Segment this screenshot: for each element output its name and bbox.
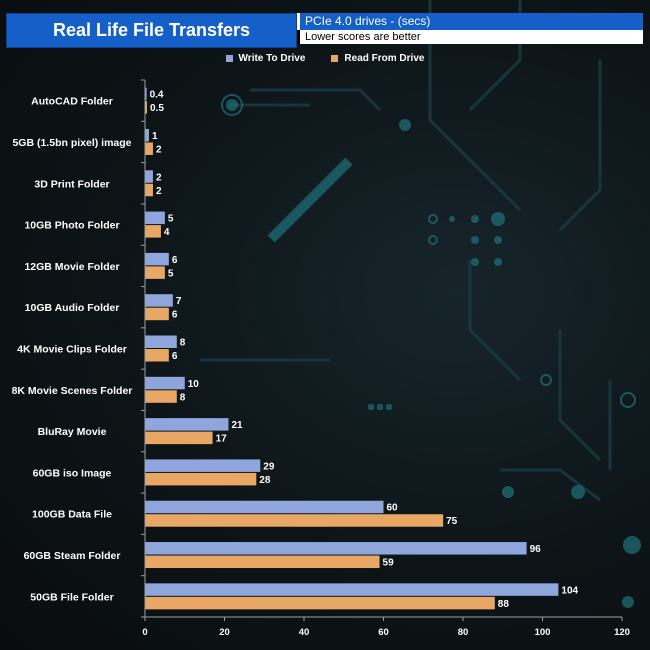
value-label-write: 5 (168, 214, 174, 225)
value-label-read: 17 (216, 434, 228, 445)
bar-write (145, 87, 147, 101)
x-tick-label: 0 (142, 627, 147, 638)
value-label-write: 0.4 (150, 90, 164, 101)
value-label-read: 5 (168, 268, 174, 279)
category-label: 3D Print Folder (34, 178, 109, 190)
value-label-read: 4 (164, 227, 170, 238)
x-tick-label: 120 (614, 627, 630, 638)
bar-read (145, 183, 153, 197)
category-label: 60GB iso Image (33, 467, 112, 479)
legend-swatch-read (331, 55, 339, 62)
category-label: 12GB Movie Folder (24, 261, 119, 273)
category-label: AutoCAD Folder (31, 96, 113, 108)
value-label-read: 6 (172, 351, 178, 362)
value-label-write: 29 (263, 461, 275, 472)
bar-read (145, 431, 213, 445)
bar-read (145, 142, 153, 155)
bar-write (145, 211, 165, 225)
bar-read (145, 472, 257, 486)
value-label-write: 6 (172, 255, 178, 266)
value-label-read: 8 (180, 392, 186, 403)
value-label-read: 6 (172, 310, 178, 321)
category-label: BluRay Movie (38, 426, 107, 438)
bar-read (145, 514, 444, 527)
x-tick-label: 20 (219, 627, 230, 638)
chart-title: Real Life File Transfers (52, 20, 251, 40)
value-label-write: 104 (561, 585, 578, 596)
value-label-write: 60 (387, 503, 399, 514)
chart-title-box: Real Life File Transfers (6, 13, 297, 48)
legend: Write To Drive Read From Drive (0, 53, 650, 64)
value-label-write: 21 (231, 420, 243, 431)
bar-read (145, 101, 147, 114)
category-label: 10GB Photo Folder (24, 220, 119, 232)
value-label-read: 0.5 (150, 103, 164, 114)
bar-read (145, 390, 177, 403)
subtitle-box: PCIe 4.0 drives - (secs) Lower scores ar… (297, 13, 643, 46)
bar-write (145, 170, 153, 183)
legend-item-read: Read From Drive (331, 53, 424, 64)
x-tick-label: 40 (299, 627, 310, 638)
value-label-write: 10 (188, 379, 200, 390)
bar-read (145, 266, 165, 279)
bar-write (145, 500, 384, 514)
category-label: 100GB Data File (32, 509, 112, 521)
category-label: 4K Movie Clips Folder (17, 344, 127, 356)
value-label-read: 59 (383, 558, 395, 569)
value-label-read: 2 (156, 144, 162, 155)
category-label: 10GB Audio Folder (25, 302, 120, 314)
value-label-read: 88 (498, 599, 510, 610)
bar-read (145, 349, 169, 362)
subtitle-units: PCIe 4.0 drives - (secs) (297, 13, 643, 30)
bar-write (145, 418, 229, 431)
x-tick-label: 60 (378, 627, 389, 638)
bar-write (145, 335, 177, 348)
category-label: 60GB Steam Folder (24, 550, 121, 562)
value-label-write: 7 (176, 296, 182, 307)
legend-label-write: Write To Drive (238, 53, 306, 64)
bar-read (145, 225, 161, 238)
legend-swatch-write (225, 55, 233, 62)
bar-write (145, 128, 149, 142)
category-label: 8K Movie Scenes Folder (12, 385, 133, 397)
value-label-write: 2 (156, 172, 162, 183)
category-label: 50GB File Folder (30, 591, 113, 603)
value-label-write: 96 (530, 544, 542, 555)
bar-read (145, 596, 495, 610)
x-tick-label: 100 (535, 627, 551, 638)
subtitle-note: Lower scores are better (297, 30, 643, 44)
value-label-read: 28 (259, 475, 271, 486)
bar-write (145, 542, 527, 555)
value-label-write: 1 (152, 131, 158, 142)
bar-read (145, 307, 169, 321)
x-tick-label: 80 (458, 627, 469, 638)
bar-read (145, 555, 380, 569)
bar-write (145, 252, 169, 266)
bar-write (145, 583, 559, 596)
bar-write (145, 459, 261, 472)
value-label-read: 75 (446, 516, 458, 527)
legend-item-write: Write To Drive (225, 53, 306, 64)
value-label-read: 2 (156, 186, 162, 197)
bar-write (145, 376, 185, 390)
bar-write (145, 294, 173, 307)
value-label-write: 8 (180, 338, 186, 349)
legend-label-read: Read From Drive (344, 53, 425, 64)
category-label: 5GB (1.5bn pixel) image (12, 137, 131, 149)
